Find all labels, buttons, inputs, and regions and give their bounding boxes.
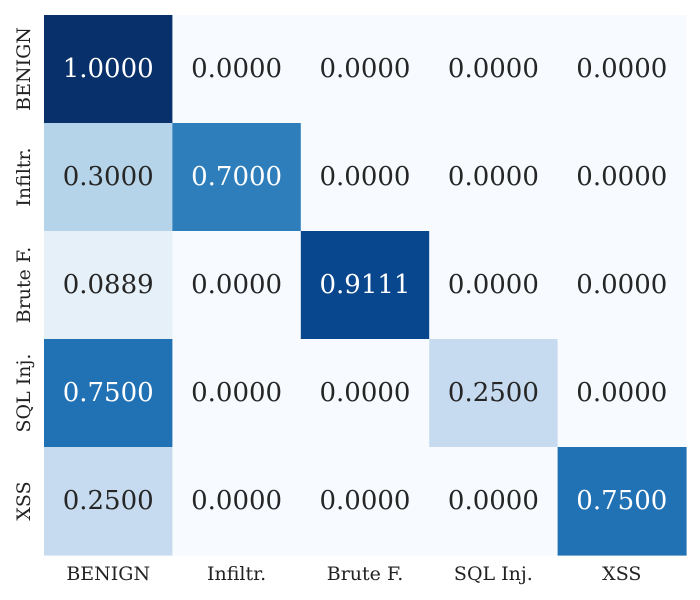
heatmap-cell-r2-c4: [557, 231, 687, 340]
x-tick-label: BENIGN: [66, 563, 150, 585]
cell-value-label: 0.2500: [63, 486, 154, 516]
heatmap-cell-r4-c3: [429, 447, 559, 556]
cell-value-label: 0.7000: [191, 162, 282, 192]
cell-value-label: 0.0000: [448, 162, 539, 192]
cell-value-label: 0.0000: [320, 486, 411, 516]
heatmap-cell-r3-c2: [300, 339, 430, 448]
y-tick-label: Infiltr.: [13, 147, 35, 206]
heatmap-cell-r1-c2: [300, 123, 430, 232]
cell-value-label: 0.0000: [320, 54, 411, 84]
x-tick-label: XSS: [602, 563, 641, 585]
heatmap-cell-r1-c4: [557, 123, 687, 232]
cell-value-label: 0.0000: [576, 378, 667, 408]
heatmap-cell-r4-c1: [172, 447, 302, 556]
cell-value-label: 0.9111: [320, 270, 411, 300]
heatmap-cell-labels: 1.0000 0.0000 0.0000 0.0000 0.0000 0.3000 0.70…: [63, 54, 668, 516]
x-axis-tick-labels: BENIGN Infiltr. Brute F. SQL Inj. XSS: [66, 563, 641, 585]
cell-value-label: 0.0000: [448, 486, 539, 516]
cell-value-label: 0.0000: [576, 270, 667, 300]
heatmap-cell-r2-c2: [300, 231, 430, 340]
heatmap-cell-r0-c2: [300, 15, 430, 124]
cell-value-label: 0.0000: [191, 486, 282, 516]
heatmap-cell-r2-c0: [44, 231, 173, 340]
cell-value-label: 0.0000: [576, 162, 667, 192]
y-tick-label: XSS: [13, 481, 35, 520]
heatmap-cell-r4-c4: [557, 447, 687, 556]
cell-value-label: 0.7500: [576, 486, 667, 516]
cell-value-label: 0.0000: [448, 270, 539, 300]
cell-value-label: 0.0000: [576, 54, 667, 84]
y-tick-label: SQL Inj.: [13, 354, 35, 433]
cell-value-label: 0.0000: [191, 378, 282, 408]
heatmap-cell-r2-c3: [429, 231, 559, 340]
cell-value-label: 0.7500: [63, 378, 154, 408]
heatmap-cell-r3-c0: [44, 339, 173, 448]
heatmap-cell-r2-c1: [172, 231, 302, 340]
cell-value-label: 0.0889: [63, 270, 154, 300]
heatmap-cell-r3-c4: [557, 339, 687, 448]
heatmap-cell-r1-c1: [172, 123, 302, 232]
x-tick-label: Infiltr.: [207, 563, 266, 585]
cell-value-label: 0.2500: [448, 378, 539, 408]
heatmap-cell-r4-c2: [300, 447, 430, 556]
heatmap-cell-r0-c1: [172, 15, 302, 124]
y-tick-label: Brute F.: [13, 247, 35, 323]
cell-value-label: 0.3000: [63, 162, 154, 192]
heatmap-cell-r3-c3: [429, 339, 559, 448]
heatmap-cell-r1-c3: [429, 123, 559, 232]
y-tick-label: BENIGN: [13, 27, 35, 111]
cell-value-label: 0.0000: [191, 270, 282, 300]
heatmap-cell-r4-c0: [44, 447, 173, 556]
heatmap-cell-r0-c0: [44, 15, 173, 124]
heatmap-cell-r1-c0: [44, 123, 173, 232]
y-axis-tick-labels: BENIGN Infiltr. Brute F. SQL Inj. XSS: [13, 27, 35, 521]
cell-value-label: 1.0000: [63, 54, 154, 84]
x-tick-label: Brute F.: [327, 563, 403, 585]
x-tick-label: SQL Inj.: [454, 563, 533, 585]
heatmap-cell-r3-c1: [172, 339, 302, 448]
heatmap-cell-r0-c3: [429, 15, 559, 124]
cell-value-label: 0.0000: [320, 162, 411, 192]
cell-value-label: 0.0000: [191, 54, 282, 84]
heatmap-cell-r0-c4: [557, 15, 687, 124]
cell-value-label: 0.0000: [448, 54, 539, 84]
heatmap-cells: [44, 15, 687, 556]
cell-value-label: 0.0000: [320, 378, 411, 408]
